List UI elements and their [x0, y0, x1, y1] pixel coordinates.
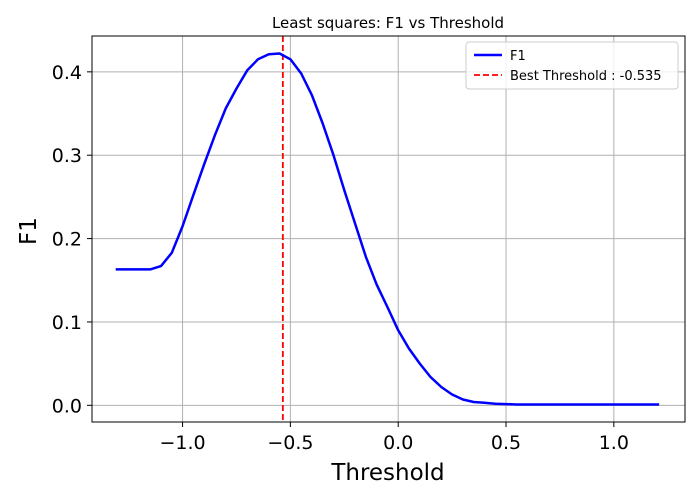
legend-box [465, 41, 679, 90]
series-line-f1 [115, 52, 660, 406]
x-axis-label: Threshold [330, 460, 444, 486]
x-tick-label-2: 0.0 [383, 432, 413, 454]
y-tick-label-3: 0.3 [52, 145, 82, 167]
axis-ticks: −1.0 −0.5 0.0 0.5 1.0 0.0 0.1 0.2 0.3 0.4 [52, 62, 629, 454]
y-tick-label-0: 0.0 [52, 395, 82, 417]
y-tick-label-1: 0.1 [52, 312, 82, 334]
data-series [115, 52, 660, 406]
y-tick-label-2: 0.2 [52, 229, 82, 251]
y-axis-label: F1 [16, 217, 42, 245]
chart-title: Least squares: F1 vs Threshold [272, 14, 504, 32]
y-tick-label-4: 0.4 [52, 62, 82, 84]
x-tick-label-3: 0.5 [491, 432, 521, 454]
x-tick-label-4: 1.0 [599, 432, 629, 454]
legend-label-f1: F1 [510, 49, 526, 64]
plot-frame [91, 35, 686, 423]
x-tick-label-1: −0.5 [267, 432, 313, 454]
legend: F1 Best Threshold : -0.535 [465, 41, 679, 90]
legend-label-best-threshold: Best Threshold : -0.535 [510, 69, 662, 84]
x-tick-label-0: −1.0 [159, 432, 205, 454]
